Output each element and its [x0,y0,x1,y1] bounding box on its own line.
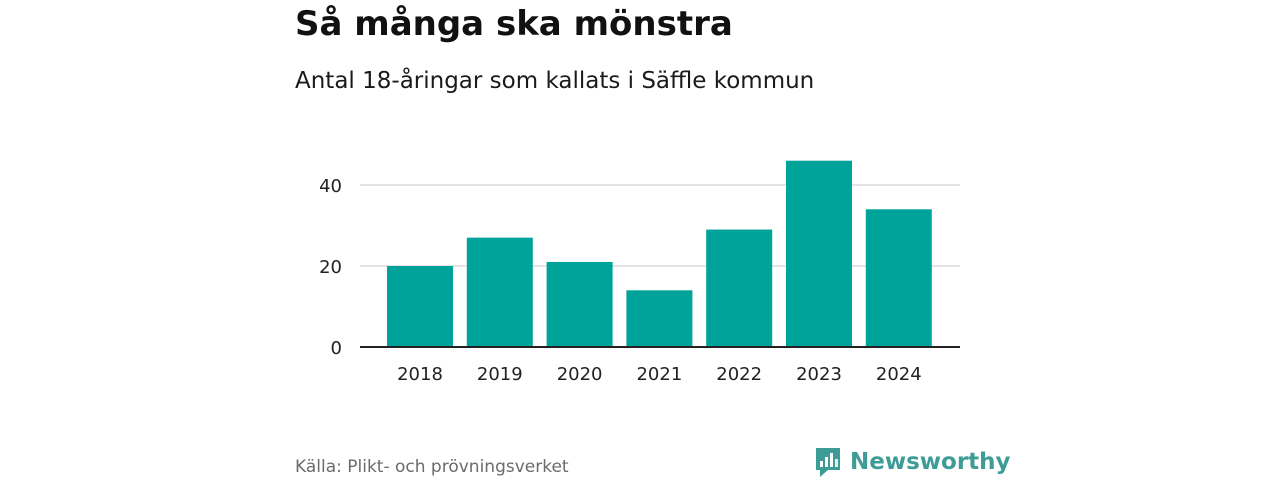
bar-2021 [626,290,693,347]
x-tick-label-2021: 2021 [636,364,682,385]
chart-title: Så många ska mönstra [295,4,733,44]
x-tick-label-2023: 2023 [796,364,842,385]
x-tick-label-2020: 2020 [557,364,603,385]
bar-2019 [466,237,533,347]
chart-subtitle: Antal 18-åringar som kallats i Säffle ko… [295,68,815,94]
bar-chart-speech-bubble-icon [816,448,840,477]
x-tick-label-2019: 2019 [477,364,523,385]
bar-2022 [706,229,773,347]
y-tick-label-0: 0 [331,338,342,359]
source-note: Källa: Plikt- och prövningsverket [295,457,569,477]
x-tick-label-2022: 2022 [716,364,762,385]
y-tick-label-20: 20 [319,257,342,278]
bar-2020 [546,261,613,347]
bar-2018 [387,266,453,347]
bar-2023 [786,160,852,347]
x-tick-label-2018: 2018 [397,364,443,385]
bar-chart: 0 20 40 2018 2019 2020 2021 2022 2023 2024 [319,160,960,385]
x-tick-label-2024: 2024 [876,364,922,385]
bar-2024 [865,209,932,347]
brand-logo: Newsworthy [814,446,1011,478]
y-tick-label-40: 40 [319,176,342,197]
brand-name: Newsworthy [850,449,1011,475]
